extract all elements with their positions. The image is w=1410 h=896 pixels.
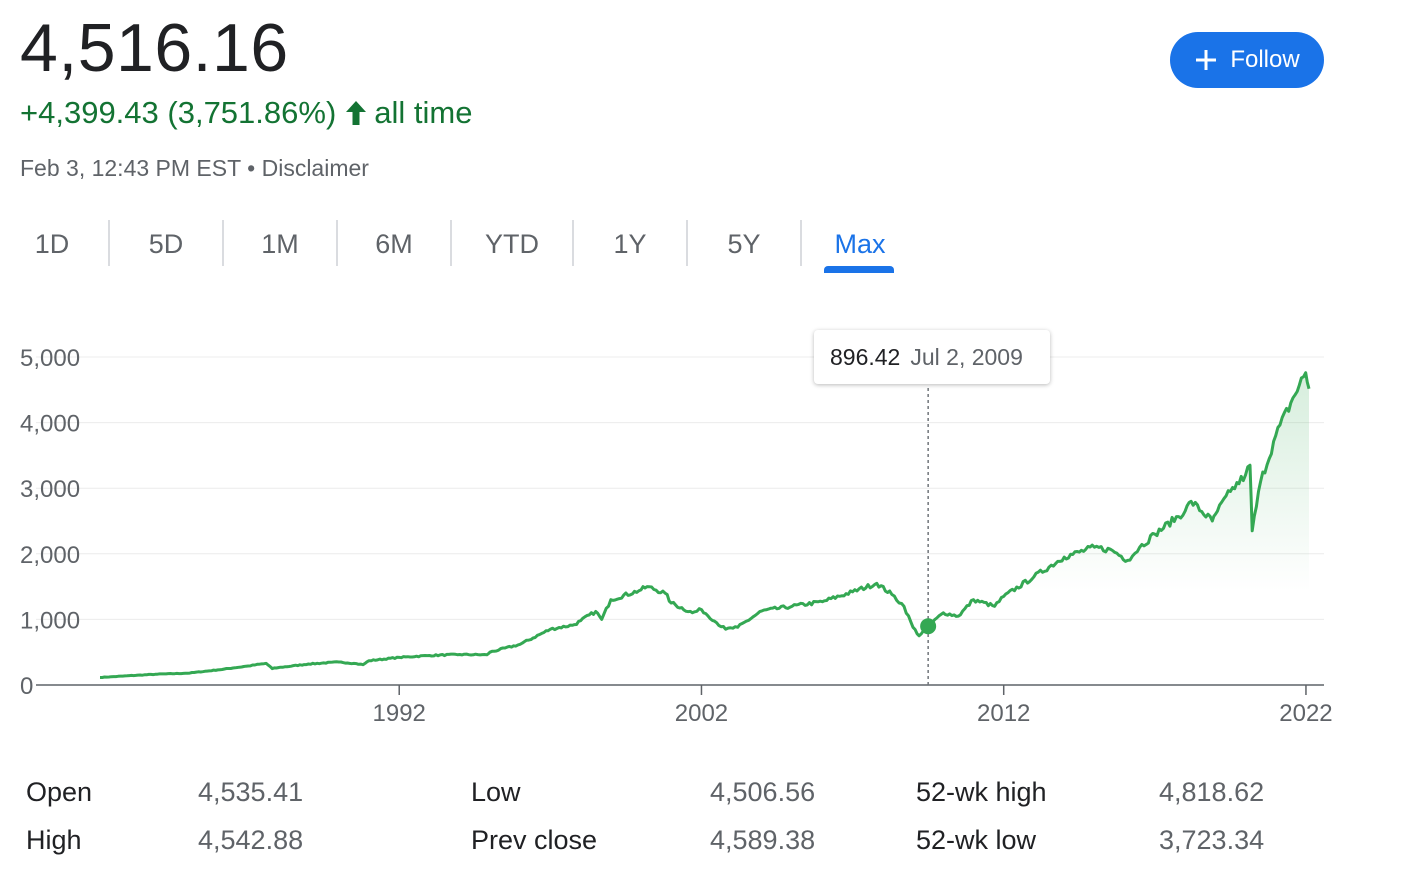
- disclaimer-link[interactable]: Disclaimer: [261, 155, 369, 181]
- stat-label-52wk-low: 52-wk low: [916, 825, 1037, 855]
- price-change: +4,399.43 (3,751.86%) all time: [20, 94, 472, 132]
- plus-icon: [1196, 50, 1217, 70]
- price-change-period: all time: [374, 95, 473, 130]
- hover-marker: [920, 618, 937, 635]
- stat-value-prev-close: 4,589.38: [710, 825, 816, 855]
- arrow-up-icon: [346, 101, 367, 125]
- y-tick-label: 1,000: [20, 607, 80, 634]
- tab-1d[interactable]: 1D: [34, 229, 70, 259]
- tab-5y[interactable]: 5Y: [727, 229, 761, 259]
- x-tick-label: 2012: [977, 700, 1030, 727]
- y-tick-label: 5,000: [20, 345, 80, 372]
- tab-1y[interactable]: 1Y: [613, 229, 647, 259]
- stat-label-prev-close: Prev close: [471, 825, 598, 855]
- stat-label-low: Low: [471, 777, 521, 807]
- tooltip-date: Jul 2, 2009: [910, 344, 1023, 370]
- y-tick-label: 2,000: [20, 542, 80, 569]
- tab-divider: [572, 220, 574, 266]
- tab-5d[interactable]: 5D: [148, 229, 184, 259]
- tab-divider: [686, 220, 688, 266]
- timestamp-separator: •: [247, 155, 256, 181]
- stat-label-high: High: [26, 825, 82, 855]
- price-change-value: +4,399.43 (3,751.86%): [20, 95, 337, 130]
- follow-button-label: Follow: [1230, 46, 1300, 73]
- quote-timestamp: Feb 3, 12:43 PM EST • Disclaimer: [20, 154, 369, 182]
- range-tabs: 1D 5D 1M 6M YTD 1Y 5Y Max: [0, 214, 920, 274]
- tab-divider: [800, 220, 802, 266]
- price-chart[interactable]: 0 1,000 2,000 3,000 4,000 5,000 1992 2002 2012 20…: [0, 300, 1410, 750]
- stat-value-open: 4,535.41: [198, 777, 304, 807]
- current-price: 4,516.16: [20, 10, 289, 86]
- stat-label-open: Open: [26, 777, 93, 807]
- stats-table: Open 4,535.41 High 4,542.88 Low 4,506.56…: [0, 766, 1410, 876]
- series-line: [100, 371, 1311, 679]
- x-tick-label: 1992: [373, 700, 426, 727]
- stat-value-52wk-low: 3,723.34: [1159, 825, 1265, 855]
- active-tab-indicator: [824, 266, 894, 273]
- tab-divider: [336, 220, 338, 266]
- tab-ytd[interactable]: YTD: [485, 229, 539, 259]
- x-tick-label: 2002: [675, 700, 728, 727]
- tooltip-value: 896.42: [830, 344, 901, 370]
- tab-divider: [450, 220, 452, 266]
- stat-value-low: 4,506.56: [710, 777, 816, 807]
- y-tick-label: 0: [20, 673, 33, 700]
- tab-1m[interactable]: 1M: [261, 229, 299, 259]
- tab-6m[interactable]: 6M: [375, 229, 413, 259]
- tab-divider: [108, 220, 110, 266]
- x-tick-label: 2022: [1279, 700, 1332, 727]
- chart-tooltip: 896.42 Jul 2, 2009: [814, 330, 1050, 384]
- tab-divider: [222, 220, 224, 266]
- stat-value-52wk-high: 4,818.62: [1159, 777, 1265, 807]
- stat-label-52wk-high: 52-wk high: [916, 777, 1047, 807]
- series-area: [100, 372, 1309, 685]
- timestamp-text: Feb 3, 12:43 PM EST: [20, 155, 241, 181]
- y-tick-label: 3,000: [20, 476, 80, 503]
- stat-value-high: 4,542.88: [198, 825, 304, 855]
- follow-button[interactable]: Follow: [1170, 32, 1324, 88]
- y-tick-label: 4,000: [20, 411, 80, 438]
- tab-max[interactable]: Max: [834, 229, 886, 259]
